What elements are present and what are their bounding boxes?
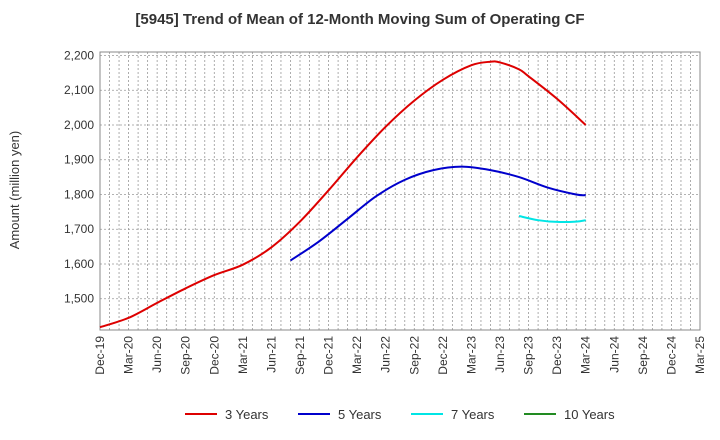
x-tick-label: Dec-23 [550, 336, 564, 375]
x-tick-label: Mar-20 [122, 336, 136, 374]
x-tick-label: Sep-20 [179, 336, 193, 375]
y-tick-label: 2,100 [64, 83, 94, 97]
x-tick-label: Mar-21 [236, 336, 250, 374]
y-tick-label: 1,600 [64, 257, 94, 271]
legend-label-5-years: 5 Years [338, 407, 382, 422]
x-tick-label: Jun-20 [150, 336, 164, 373]
y-axis: 1,500 1,600 1,700 1,800 1,900 2,000 2,100 2,200 [64, 48, 94, 305]
x-tick-label: Sep-23 [522, 336, 536, 375]
x-tick-label: Dec-22 [436, 336, 450, 375]
x-tick-label: Dec-20 [207, 336, 221, 375]
series-line-3-years [99, 60, 587, 329]
y-tick-label: 1,500 [64, 292, 94, 306]
y-tick-label: 1,800 [64, 187, 94, 201]
y-tick-label: 1,900 [64, 153, 94, 167]
y-tick-label: 2,000 [64, 118, 94, 132]
x-tick-label: Mar-23 [464, 336, 478, 374]
series-line-5-years [289, 165, 586, 262]
y-tick-label: 2,200 [64, 48, 94, 62]
x-tick-label: Jun-24 [607, 336, 621, 373]
x-tick-label: Sep-22 [407, 336, 421, 375]
x-tick-label: Jun-21 [264, 336, 278, 373]
legend-label-7-years: 7 Years [451, 407, 495, 422]
y-axis-label: Amount (million yen) [7, 131, 22, 250]
x-tick-label: Mar-25 [693, 336, 707, 374]
legend-label-10-years: 10 Years [564, 407, 615, 422]
chart-title: [5945] Trend of Mean of 12-Month Moving … [135, 11, 584, 28]
x-axis: Dec-19 Mar-20 Jun-20 Sep-20 Dec-20 Mar-21 Jun-… [93, 336, 707, 375]
series-line-7-years [518, 215, 586, 224]
x-tick-label: Dec-19 [93, 336, 107, 375]
x-tick-label: Jun-23 [493, 336, 507, 373]
x-tick-label: Mar-24 [579, 336, 593, 374]
x-tick-label: Sep-21 [293, 336, 307, 375]
x-tick-label: Dec-21 [322, 336, 336, 375]
x-tick-label: Sep-24 [636, 336, 650, 375]
legend: 3 Years 5 Years 7 Years 10 Years [185, 407, 615, 422]
x-tick-label: Dec-24 [664, 336, 678, 375]
x-tick-label: Jun-22 [379, 336, 393, 373]
legend-label-3-years: 3 Years [225, 407, 269, 422]
series-lines [99, 60, 587, 329]
x-tick-label: Mar-22 [350, 336, 364, 374]
y-tick-label: 1,700 [64, 222, 94, 236]
grid [100, 52, 700, 330]
plot-area [99, 51, 701, 331]
